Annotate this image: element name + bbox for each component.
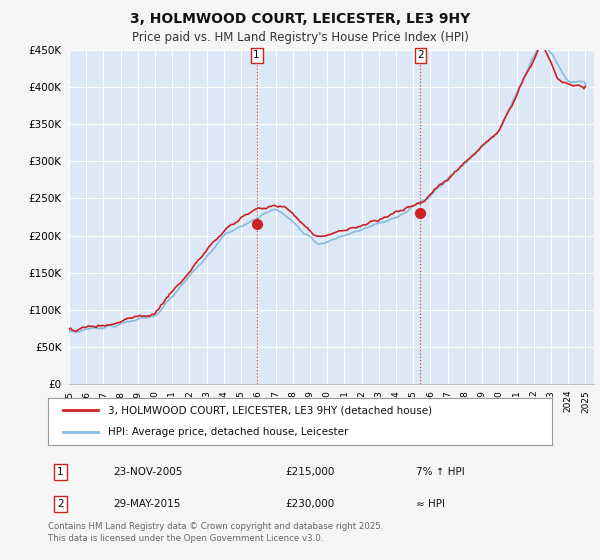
Text: 2: 2 [417,50,424,60]
Text: £215,000: £215,000 [285,466,334,477]
Text: Price paid vs. HM Land Registry's House Price Index (HPI): Price paid vs. HM Land Registry's House … [131,31,469,44]
Text: ≈ HPI: ≈ HPI [416,499,445,509]
Text: £230,000: £230,000 [285,499,334,509]
Text: 2: 2 [57,499,64,509]
Text: 29-MAY-2015: 29-MAY-2015 [113,499,181,509]
Text: HPI: Average price, detached house, Leicester: HPI: Average price, detached house, Leic… [109,427,349,437]
Text: 3, HOLMWOOD COURT, LEICESTER, LE3 9HY: 3, HOLMWOOD COURT, LEICESTER, LE3 9HY [130,12,470,26]
Text: 3, HOLMWOOD COURT, LEICESTER, LE3 9HY (detached house): 3, HOLMWOOD COURT, LEICESTER, LE3 9HY (d… [109,405,433,416]
Text: 23-NOV-2005: 23-NOV-2005 [113,466,183,477]
Text: 1: 1 [253,50,260,60]
Text: Contains HM Land Registry data © Crown copyright and database right 2025.
This d: Contains HM Land Registry data © Crown c… [48,522,383,543]
Text: 7% ↑ HPI: 7% ↑ HPI [416,466,464,477]
Text: 1: 1 [57,466,64,477]
